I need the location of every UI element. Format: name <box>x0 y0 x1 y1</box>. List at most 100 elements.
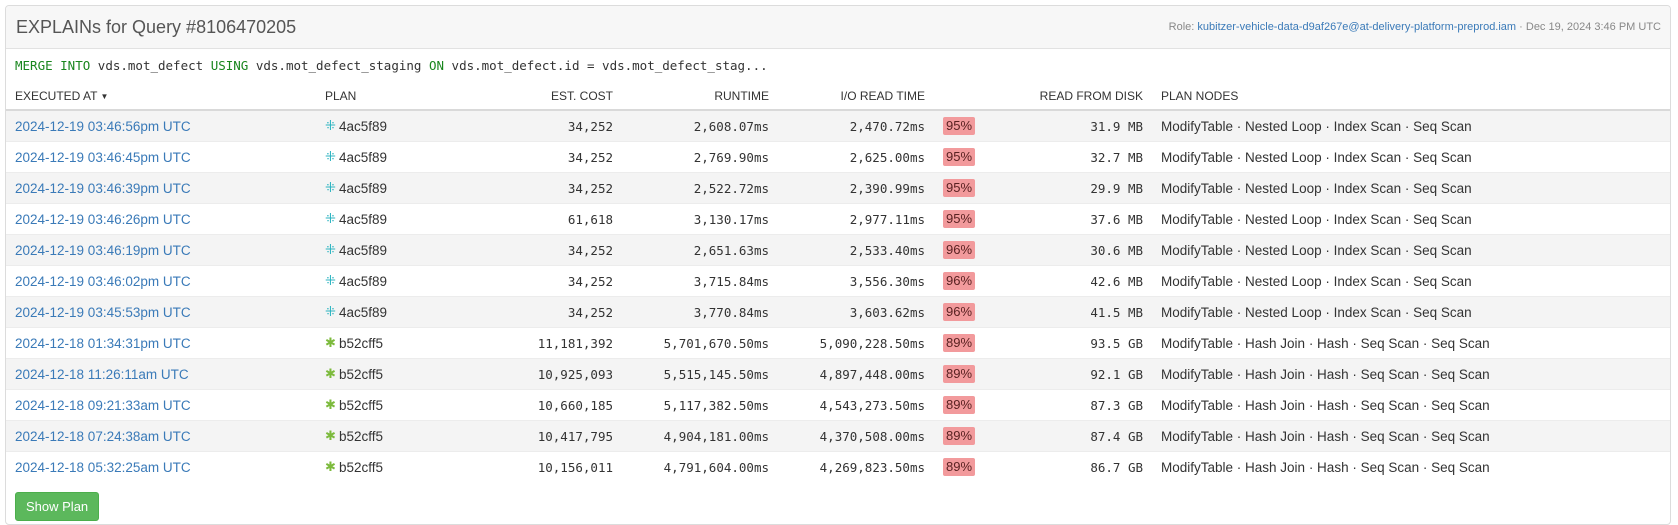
executed-at-link[interactable]: 2024-12-19 03:46:02pm UTC <box>15 273 191 289</box>
role-link[interactable]: kubitzer-vehicle-data-d9af267e@at-delive… <box>1197 21 1517 33</box>
io-pct-badge: 89% <box>943 365 976 383</box>
runtime-cell: 5,701,670.50ms <box>622 327 778 359</box>
io-read-time-cell: 4,543,273.50ms <box>778 389 934 421</box>
io-read-time-cell: 4,897,448.00ms <box>778 358 934 390</box>
plan-nodes-cell: ModifyTable · Nested Loop · Index Scan ·… <box>1152 296 1670 328</box>
io-read-time-cell: 4,269,823.50ms <box>778 451 934 482</box>
runtime-cell: 4,904,181.00ms <box>622 420 778 452</box>
est-cost-cell: 61,618 <box>466 203 622 235</box>
est-cost-cell: 10,660,185 <box>466 389 622 421</box>
est-cost-cell: 10,417,795 <box>466 420 622 452</box>
io-pct-cell: 89% <box>934 420 994 452</box>
est-cost-cell: 10,156,011 <box>466 451 622 482</box>
plan-cell: ⁜ 4ac5f89 <box>316 296 466 328</box>
io-pct-cell: 96% <box>934 296 994 328</box>
executed-at-link[interactable]: 2024-12-19 03:46:45pm UTC <box>15 149 191 165</box>
table-row: 2024-12-18 11:26:11am UTC ✱ b52cff5 10,925,… <box>6 358 1670 390</box>
plan-fingerprint-icon: ⁜ <box>325 303 336 319</box>
plan-id: b52cff5 <box>339 428 384 444</box>
runtime-cell: 2,608.07ms <box>622 109 778 142</box>
plan-id: 4ac5f89 <box>339 242 388 258</box>
sort-caret-icon: ▼ <box>100 92 109 101</box>
io-pct-badge: 95% <box>943 148 976 166</box>
col-plan-nodes: PLAN NODES <box>1152 83 1670 111</box>
io-pct-badge: 96% <box>943 241 976 259</box>
show-plan-button[interactable]: Show Plan <box>15 492 100 521</box>
executed-at-link[interactable]: 2024-12-18 11:26:11am UTC <box>15 366 189 382</box>
plan-nodes-cell: ModifyTable · Nested Loop · Index Scan ·… <box>1152 265 1670 297</box>
plan-cell: ⁜ 4ac5f89 <box>316 265 466 297</box>
plan-cell: ✱ b52cff5 <box>316 420 466 452</box>
runtime-cell: 2,651.63ms <box>622 234 778 266</box>
io-pct-badge: 89% <box>943 427 976 445</box>
sql-keyword: ON <box>428 58 445 73</box>
io-pct-cell: 89% <box>934 358 994 390</box>
runtime-cell: 4,791,604.00ms <box>622 451 778 482</box>
read-from-disk-cell: 42.6 MB <box>994 265 1152 297</box>
io-read-time-cell: 2,533.40ms <box>778 234 934 266</box>
plan-nodes-cell: ModifyTable · Nested Loop · Index Scan ·… <box>1152 203 1670 235</box>
plan-fingerprint-icon: ✱ <box>325 396 336 412</box>
executed-at-link[interactable]: 2024-12-19 03:46:39pm UTC <box>15 180 191 196</box>
plan-fingerprint-icon: ⁜ <box>325 210 336 226</box>
io-pct-cell: 96% <box>934 265 994 297</box>
executed-at-link[interactable]: 2024-12-19 03:46:56pm UTC <box>15 118 191 134</box>
executed-at-link[interactable]: 2024-12-18 07:24:38am UTC <box>15 428 191 444</box>
executed-at-link[interactable]: 2024-12-19 03:46:19pm UTC <box>15 242 191 258</box>
sql-text: vds.mot_defect_staging <box>248 58 429 73</box>
runtime-cell: 3,130.17ms <box>622 203 778 235</box>
io-pct-cell: 89% <box>934 327 994 359</box>
executed-at-link[interactable]: 2024-12-19 03:45:53pm UTC <box>15 304 191 320</box>
plan-cell: ✱ b52cff5 <box>316 358 466 390</box>
est-cost-cell: 34,252 <box>466 234 622 266</box>
executed-at-link[interactable]: 2024-12-19 03:46:26pm UTC <box>15 211 191 227</box>
plan-cell: ⁜ 4ac5f89 <box>316 141 466 173</box>
read-from-disk-cell: 32.7 MB <box>994 141 1152 173</box>
plan-cell: ✱ b52cff5 <box>316 451 466 482</box>
executed-at-cell: 2024-12-19 03:46:26pm UTC <box>6 203 316 235</box>
plan-fingerprint-icon: ⁜ <box>325 241 336 257</box>
plan-id: b52cff5 <box>339 366 384 382</box>
table-row: 2024-12-18 01:34:31pm UTC ✱ b52cff5 11,181,… <box>6 327 1670 359</box>
panel-header: EXPLAINs for Query #8106470205 Role: kub… <box>6 6 1670 49</box>
executed-at-cell: 2024-12-19 03:46:02pm UTC <box>6 265 316 297</box>
executed-at-cell: 2024-12-19 03:46:39pm UTC <box>6 172 316 204</box>
sql-keyword: MERGE INTO <box>15 58 91 73</box>
io-pct-badge: 95% <box>943 179 976 197</box>
runtime-cell: 3,715.84ms <box>622 265 778 297</box>
read-from-disk-cell: 86.7 GB <box>994 451 1152 482</box>
plan-fingerprint-icon: ✱ <box>325 458 336 474</box>
plan-nodes-cell: ModifyTable · Nested Loop · Index Scan ·… <box>1152 172 1670 204</box>
io-pct-cell: 96% <box>934 234 994 266</box>
query-text: MERGE INTO vds.mot_defect USING vds.mot_… <box>6 49 1670 83</box>
col-executed-at[interactable]: EXECUTED AT ▼ <box>6 83 316 111</box>
table-header-row: EXECUTED AT ▼ PLAN EST. COST RUNTIME I/O … <box>6 83 1670 111</box>
io-pct-cell: 95% <box>934 172 994 204</box>
io-pct-cell: 89% <box>934 451 994 482</box>
plan-cell: ✱ b52cff5 <box>316 389 466 421</box>
executed-at-cell: 2024-12-19 03:45:53pm UTC <box>6 296 316 328</box>
executed-at-cell: 2024-12-19 03:46:56pm UTC <box>6 109 316 142</box>
executed-at-link[interactable]: 2024-12-18 01:34:31pm UTC <box>15 335 191 351</box>
read-from-disk-cell: 31.9 MB <box>994 109 1152 142</box>
sql-keyword: USING <box>210 58 249 73</box>
executed-at-link[interactable]: 2024-12-18 05:32:25am UTC <box>15 459 191 475</box>
est-cost-cell: 11,181,392 <box>466 327 622 359</box>
table-row: 2024-12-19 03:46:19pm UTC ⁜ 4ac5f89 34,252 2… <box>6 234 1670 266</box>
executed-at-cell: 2024-12-18 05:32:25am UTC <box>6 451 316 482</box>
role-prefix: Role: <box>1168 21 1198 33</box>
runtime-cell: 5,117,382.50ms <box>622 389 778 421</box>
col-io-pct <box>934 83 994 111</box>
executed-at-link[interactable]: 2024-12-18 09:21:33am UTC <box>15 397 191 413</box>
plan-id: 4ac5f89 <box>339 273 388 289</box>
plan-id: b52cff5 <box>339 397 384 413</box>
io-pct-cell: 95% <box>934 141 994 173</box>
runtime-cell: 3,770.84ms <box>622 296 778 328</box>
runtime-cell: 2,522.72ms <box>622 172 778 204</box>
io-pct-cell: 95% <box>934 203 994 235</box>
plan-fingerprint-icon: ✱ <box>325 334 336 350</box>
page-title: EXPLAINs for Query #8106470205 <box>16 16 297 37</box>
query-meta: Role: kubitzer-vehicle-data-d9af267e@at-… <box>1169 21 1661 33</box>
plan-cell: ⁜ 4ac5f89 <box>316 203 466 235</box>
read-from-disk-cell: 30.6 MB <box>994 234 1152 266</box>
